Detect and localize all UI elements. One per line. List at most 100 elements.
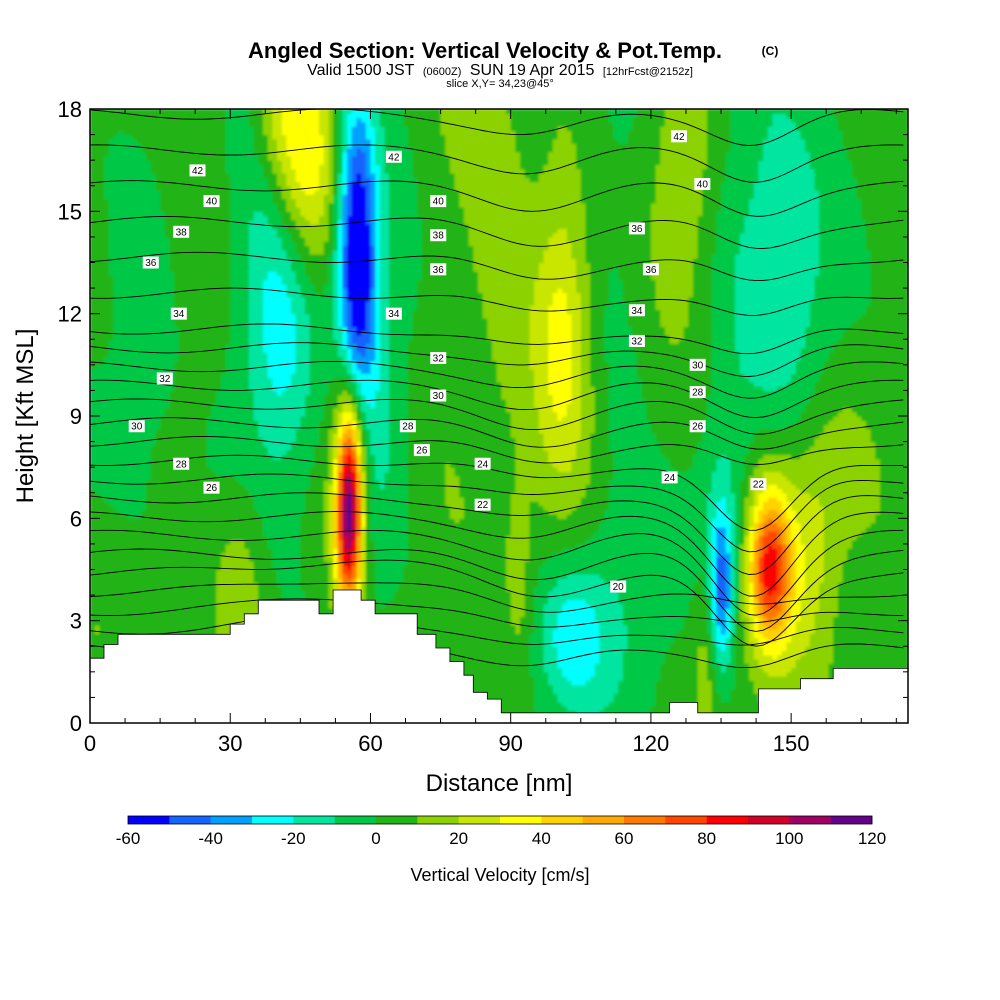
velocity-cell xyxy=(225,155,259,161)
velocity-cell xyxy=(356,343,367,349)
velocity-cell xyxy=(104,497,147,502)
velocity-cell xyxy=(230,190,273,195)
velocity-cell xyxy=(534,296,554,302)
velocity-cell xyxy=(777,386,816,392)
velocity-cell xyxy=(248,373,269,379)
velocity-cell xyxy=(707,134,731,140)
velocity-cell xyxy=(300,569,329,575)
velocity-cell xyxy=(463,207,587,212)
velocity-cell xyxy=(510,416,540,421)
velocity-cell xyxy=(370,215,376,221)
velocity-cell xyxy=(819,607,839,613)
velocity-cell xyxy=(361,437,367,443)
velocity-cell xyxy=(548,360,573,366)
velocity-cell xyxy=(749,603,755,609)
velocity-cell xyxy=(814,177,858,183)
velocity-cell xyxy=(716,245,741,251)
velocity-cell xyxy=(351,168,367,174)
velocity-cell xyxy=(141,509,259,515)
velocity-cell xyxy=(295,364,311,370)
velocity-cell xyxy=(379,177,390,183)
x-tick-label: 120 xyxy=(633,731,670,756)
velocity-cell xyxy=(744,224,820,229)
velocity-cell xyxy=(421,241,470,247)
velocity-cell xyxy=(716,501,727,507)
velocity-cell xyxy=(90,181,105,187)
velocity-cell xyxy=(730,552,736,558)
velocity-cell xyxy=(735,603,741,609)
velocity-cell xyxy=(365,578,376,583)
velocity-cell xyxy=(333,556,339,562)
velocity-cell xyxy=(814,612,839,617)
velocity-cell xyxy=(337,433,344,438)
velocity-cell xyxy=(543,437,582,443)
velocity-cell xyxy=(230,241,250,247)
velocity-cell xyxy=(585,202,652,208)
velocity-cell xyxy=(370,305,376,310)
velocity-cell xyxy=(375,475,386,481)
velocity-cell xyxy=(711,620,717,626)
velocity-cell xyxy=(590,339,605,345)
velocity-cell xyxy=(711,590,717,596)
velocity-cell xyxy=(90,586,217,592)
velocity-cell xyxy=(337,471,344,477)
velocity-cell xyxy=(361,352,367,357)
velocity-cell xyxy=(319,185,329,191)
velocity-cell xyxy=(379,245,390,251)
velocity-cell xyxy=(230,300,250,306)
velocity-cell xyxy=(262,126,273,131)
velocity-cell xyxy=(342,198,348,204)
velocity-cell xyxy=(253,390,278,396)
velocity-cell xyxy=(206,428,259,434)
velocity-cell xyxy=(333,292,339,298)
velocity-cell xyxy=(319,172,329,178)
velocity-cell xyxy=(370,168,381,174)
contour-label: 34 xyxy=(170,307,187,320)
velocity-cell xyxy=(155,428,208,434)
velocity-cell xyxy=(113,322,175,328)
colorbar-tick-label: -40 xyxy=(198,829,223,848)
velocity-cell xyxy=(529,356,549,362)
velocity-cell xyxy=(108,347,180,353)
velocity-cell xyxy=(379,253,390,259)
velocity-cell xyxy=(786,560,792,566)
velocity-cell xyxy=(496,360,530,366)
contour-label-text: 36 xyxy=(645,265,657,276)
velocity-cell xyxy=(379,283,390,289)
velocity-cell xyxy=(407,526,512,532)
velocity-cell xyxy=(730,462,745,468)
velocity-cell xyxy=(174,275,231,281)
velocity-cell xyxy=(529,501,540,507)
velocity-cell xyxy=(351,445,358,451)
velocity-cell xyxy=(365,130,376,136)
velocity-cell xyxy=(571,352,582,357)
velocity-cell xyxy=(870,428,908,434)
velocity-cell xyxy=(515,138,554,144)
velocity-cell xyxy=(548,322,573,328)
velocity-cell xyxy=(716,531,727,536)
velocity-cell xyxy=(407,501,446,507)
velocity-cell xyxy=(220,381,250,387)
velocity-cell xyxy=(347,181,353,187)
velocity-cell xyxy=(725,497,736,502)
velocity-cell xyxy=(328,185,334,191)
velocity-cell xyxy=(711,373,745,379)
velocity-cell xyxy=(379,334,390,340)
velocity-cell xyxy=(248,117,264,123)
velocity-cell xyxy=(753,535,760,541)
velocity-cell xyxy=(571,364,582,370)
velocity-cell xyxy=(580,433,591,438)
velocity-cell xyxy=(248,322,264,328)
velocity-cell xyxy=(548,305,568,310)
velocity-cell xyxy=(379,369,390,374)
velocity-cell xyxy=(328,121,334,127)
velocity-cell xyxy=(707,612,713,617)
velocity-cell xyxy=(342,560,353,566)
velocity-cell xyxy=(660,322,689,328)
velocity-cell xyxy=(90,190,105,195)
velocity-cell xyxy=(90,322,114,328)
velocity-cell xyxy=(276,155,292,161)
velocity-cell xyxy=(510,126,559,131)
velocity-cell xyxy=(342,565,348,571)
velocity-cell xyxy=(290,266,306,272)
